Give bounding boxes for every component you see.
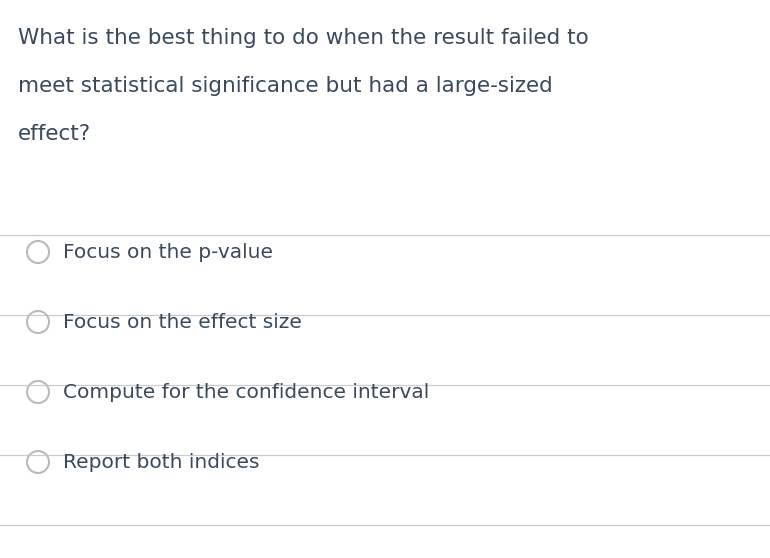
Text: Focus on the effect size: Focus on the effect size [63, 312, 302, 331]
Text: meet statistical significance but had a large-sized: meet statistical significance but had a … [18, 76, 553, 96]
Text: Compute for the confidence interval: Compute for the confidence interval [63, 382, 429, 402]
Text: Focus on the p-value: Focus on the p-value [63, 243, 273, 262]
Text: effect?: effect? [18, 124, 91, 144]
Text: Report both indices: Report both indices [63, 453, 259, 472]
Text: What is the best thing to do when the result failed to: What is the best thing to do when the re… [18, 28, 589, 48]
